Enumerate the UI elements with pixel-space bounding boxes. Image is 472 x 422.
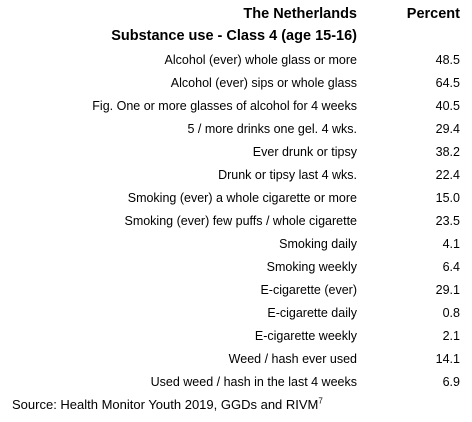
- table-row: 5 / more drinks one gel. 4 wks. 29.4: [0, 118, 472, 140]
- table-row: Smoking (ever) a whole cigarette or more…: [0, 187, 472, 209]
- row-value: 6.9: [442, 375, 460, 389]
- subtitle-row: Substance use - Class 4 (age 15-16): [0, 25, 472, 47]
- row-value: 15.0: [435, 191, 460, 205]
- row-label: E-cigarette weekly: [254, 329, 357, 343]
- table-row: Smoking daily 4.1: [0, 233, 472, 255]
- row-label: Alcohol (ever) whole glass or more: [164, 53, 357, 67]
- source-note: Source: Health Monitor Youth 2019, GGDs …: [12, 394, 323, 416]
- row-label: Smoking weekly: [266, 260, 357, 274]
- table-subtitle: Substance use - Class 4 (age 15-16): [111, 28, 357, 44]
- row-label: Fig. One or more glasses of alcohol for …: [92, 99, 357, 113]
- header-row: The Netherlands Percent: [0, 3, 472, 25]
- row-value: 14.1: [435, 352, 460, 366]
- table-row: Alcohol (ever) whole glass or more 48.5: [0, 49, 472, 71]
- row-label: Smoking (ever) a whole cigarette or more: [127, 191, 357, 205]
- row-value: 48.5: [435, 53, 460, 67]
- country-heading: The Netherlands: [243, 6, 357, 22]
- row-value: 23.5: [435, 214, 460, 228]
- row-value: 40.5: [435, 99, 460, 113]
- table-row: E-cigarette daily 0.8: [0, 302, 472, 324]
- table-row: Ever drunk or tipsy 38.2: [0, 141, 472, 163]
- row-label: Used weed / hash in the last 4 weeks: [150, 375, 357, 389]
- row-label: Weed / hash ever used: [228, 352, 357, 366]
- row-value: 64.5: [435, 76, 460, 90]
- percent-heading: Percent: [406, 6, 460, 22]
- table-row: Used weed / hash in the last 4 weeks 6.9: [0, 371, 472, 393]
- source-text: Source: Health Monitor Youth 2019, GGDs …: [12, 397, 319, 412]
- row-label: E-cigarette daily: [267, 306, 357, 320]
- row-label: Drunk or tipsy last 4 wks.: [218, 168, 357, 182]
- row-value: 4.1: [442, 237, 460, 251]
- row-label: Smoking daily: [279, 237, 357, 251]
- table-row: Fig. One or more glasses of alcohol for …: [0, 95, 472, 117]
- table-row: Smoking weekly 6.4: [0, 256, 472, 278]
- table-row: Weed / hash ever used 14.1: [0, 348, 472, 370]
- table-row: Alcohol (ever) sips or whole glass 64.5: [0, 72, 472, 94]
- table-row: E-cigarette (ever) 29.1: [0, 279, 472, 301]
- row-value: 29.4: [435, 122, 460, 136]
- row-value: 0.8: [442, 306, 460, 320]
- row-value: 22.4: [435, 168, 460, 182]
- source-reference: 7: [318, 396, 323, 406]
- row-label: Ever drunk or tipsy: [252, 145, 357, 159]
- row-value: 38.2: [435, 145, 460, 159]
- row-label: 5 / more drinks one gel. 4 wks.: [187, 122, 357, 136]
- row-label: E-cigarette (ever): [260, 283, 357, 297]
- table-row: Drunk or tipsy last 4 wks. 22.4: [0, 164, 472, 186]
- row-value: 6.4: [442, 260, 460, 274]
- table-row: E-cigarette weekly 2.1: [0, 325, 472, 347]
- row-value: 2.1: [442, 329, 460, 343]
- row-label: Alcohol (ever) sips or whole glass: [170, 76, 357, 90]
- row-value: 29.1: [435, 283, 460, 297]
- row-label: Smoking (ever) few puffs / whole cigaret…: [124, 214, 357, 228]
- table-row: Smoking (ever) few puffs / whole cigaret…: [0, 210, 472, 232]
